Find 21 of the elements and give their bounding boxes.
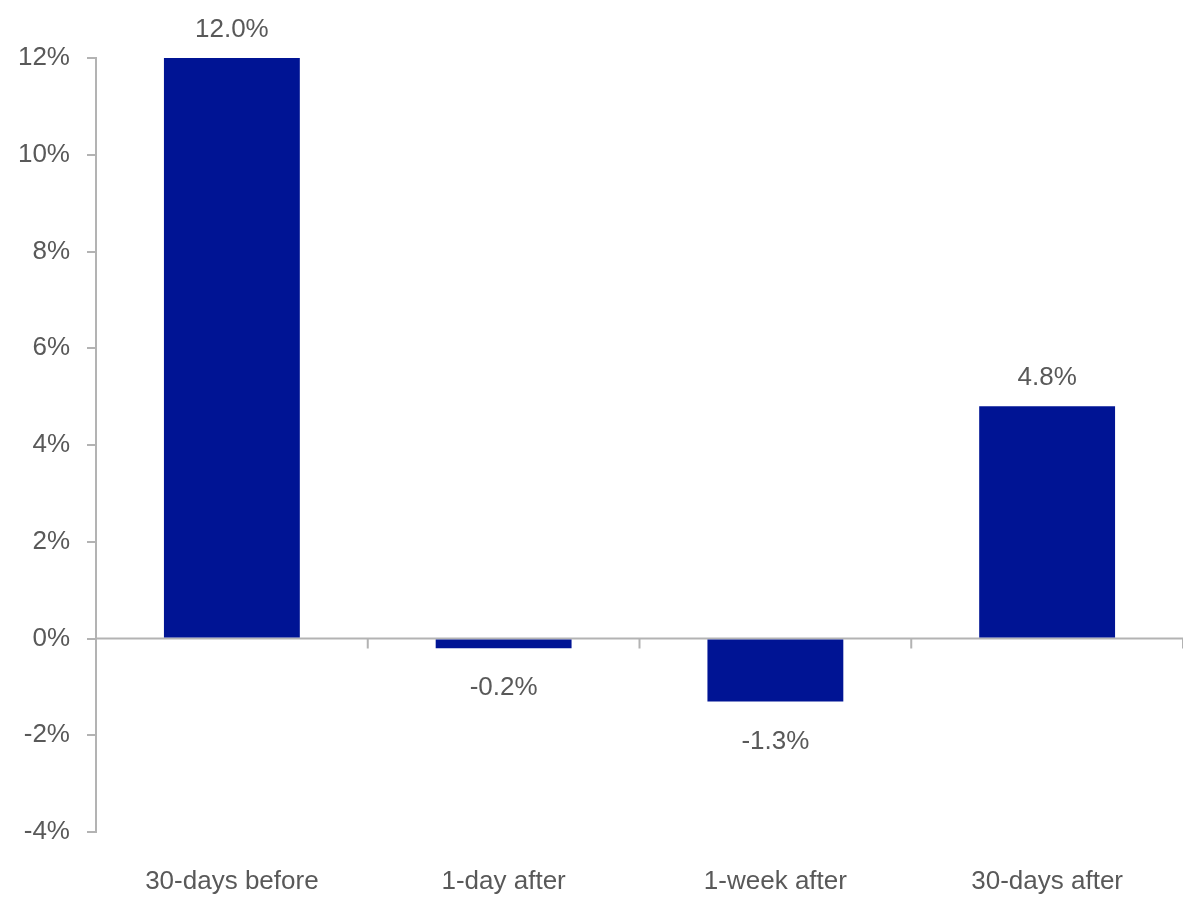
x-tick-label: 1-week after	[703, 864, 848, 895]
bar	[707, 639, 844, 702]
x-tick-label: 1-day after	[441, 864, 567, 895]
y-tick-label: 0%	[32, 621, 70, 652]
y-tick-label: 6%	[32, 331, 70, 362]
data-label: 4.8%	[1017, 361, 1077, 392]
y-tick-label: -4%	[23, 815, 70, 846]
y-tick-label: 2%	[32, 524, 70, 555]
bar	[163, 58, 300, 638]
x-tick-label: 30-days after	[971, 864, 1124, 895]
data-label: 12.0%	[195, 13, 269, 44]
x-tick-label: 30-days before	[145, 864, 319, 895]
y-tick-label: 10%	[17, 137, 70, 168]
y-tick-label: 8%	[32, 234, 70, 265]
data-label: -0.2%	[469, 671, 538, 702]
data-label: -1.3%	[741, 724, 810, 755]
y-tick-label: 4%	[32, 428, 70, 459]
y-tick-label: -2%	[23, 718, 70, 749]
bar	[435, 639, 572, 649]
bar	[979, 406, 1116, 638]
y-tick-label: 12%	[17, 41, 70, 72]
